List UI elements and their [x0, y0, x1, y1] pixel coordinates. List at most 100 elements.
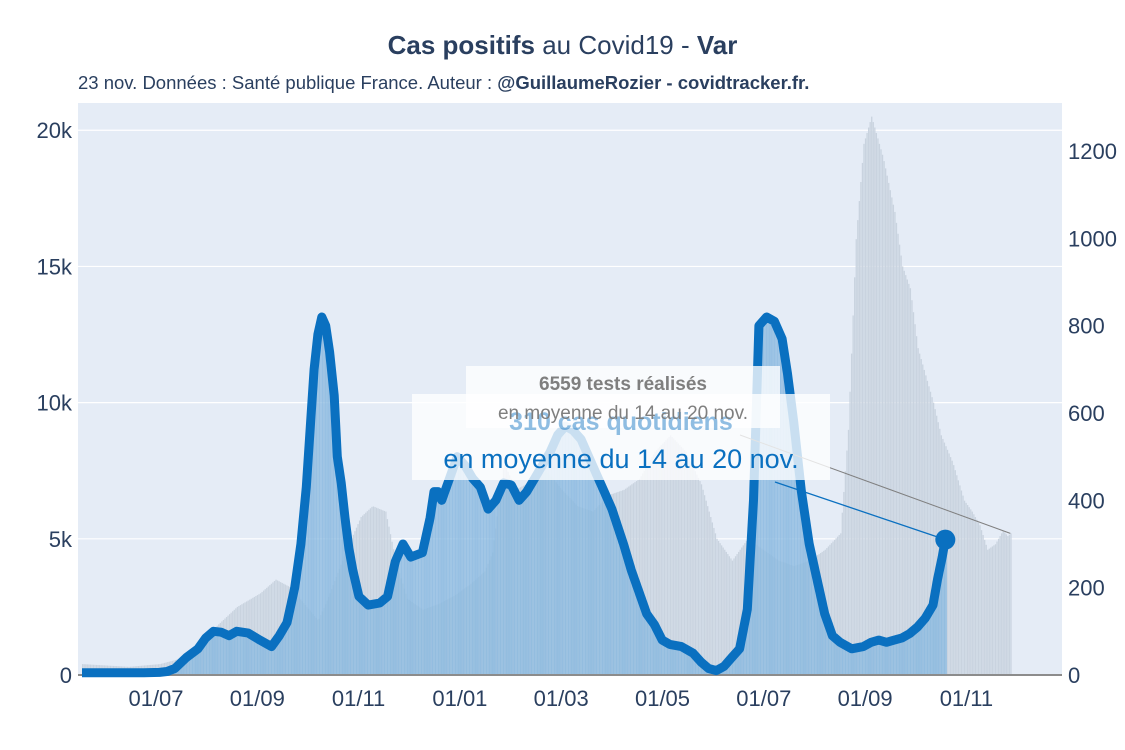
- case-bar: [453, 467, 455, 675]
- case-bar: [903, 637, 906, 675]
- case-bar: [482, 493, 485, 675]
- case-bar: [623, 544, 626, 675]
- tests-bar: [976, 519, 978, 675]
- case-bar: [880, 640, 882, 675]
- tests-bar: [657, 448, 659, 675]
- tests-bar: [736, 554, 738, 675]
- case-bar: [871, 642, 873, 675]
- case-bar: [883, 641, 885, 675]
- case-bar: [660, 637, 663, 675]
- case-bar: [900, 638, 902, 675]
- case-bar: [608, 500, 610, 675]
- case-bar: [252, 635, 254, 675]
- case-bar: [410, 555, 412, 675]
- tests-bar: [911, 300, 913, 675]
- case-bar: [323, 320, 325, 675]
- case-bar: [759, 324, 762, 675]
- case-bar: [756, 400, 759, 675]
- case-bar: [185, 658, 188, 675]
- case-bar: [680, 646, 683, 675]
- case-bar: [581, 440, 584, 675]
- case-bar: [840, 642, 842, 675]
- case-bar: [560, 432, 562, 675]
- case-bar: [857, 647, 859, 675]
- case-bar: [550, 450, 553, 675]
- tests-bar: [696, 474, 698, 675]
- case-bar: [437, 491, 440, 675]
- tests-bar: [948, 453, 950, 675]
- case-bar: [369, 604, 372, 675]
- tests-bar: [830, 543, 833, 675]
- tests-bar: [270, 583, 273, 675]
- case-bar: [867, 643, 870, 675]
- tests-bar: [895, 222, 898, 675]
- tests-bar: [365, 512, 367, 675]
- tests-bar: [905, 275, 907, 675]
- case-bar: [567, 427, 570, 675]
- case-bar: [324, 323, 327, 675]
- case-bar: [676, 645, 678, 675]
- case-bar: [891, 640, 893, 675]
- case-bar: [897, 639, 899, 675]
- case-bar: [566, 426, 568, 675]
- tests-bar: [968, 507, 970, 675]
- y-right-tick-label: 0: [1068, 663, 1080, 688]
- x-tick-label: 01/03: [534, 686, 589, 711]
- case-bar: [493, 502, 496, 675]
- tests-bar: [375, 507, 378, 675]
- tests-bar: [932, 402, 935, 675]
- tests-bar: [680, 446, 683, 675]
- tests-bar: [690, 461, 692, 675]
- y-left-tick-label: 10k: [37, 391, 73, 416]
- case-bar: [665, 641, 667, 675]
- case-bar: [481, 489, 483, 675]
- case-bar: [937, 578, 940, 675]
- case-bar: [451, 471, 454, 675]
- case-bar: [239, 631, 242, 675]
- case-bar: [915, 628, 918, 675]
- tests-bar: [734, 556, 737, 675]
- case-bar: [875, 640, 878, 675]
- tests-bar: [923, 369, 925, 675]
- case-bar: [806, 523, 808, 675]
- tests-bar: [897, 233, 899, 675]
- tests-bar: [956, 475, 958, 675]
- tests-bar: [708, 511, 710, 675]
- tests-bar: [272, 582, 274, 675]
- case-bar: [238, 631, 240, 675]
- case-bar: [778, 330, 780, 675]
- case-bar: [320, 323, 322, 675]
- case-bar: [555, 440, 557, 675]
- case-bar: [391, 578, 393, 675]
- case-bar: [345, 517, 347, 675]
- case-bar: [222, 632, 225, 675]
- tests-annotation-subtitle: en moyenne du 14 au 20 nov.: [498, 403, 748, 424]
- case-bar: [244, 632, 246, 675]
- y-right-tick-label: 1200: [1068, 139, 1117, 164]
- case-bar: [190, 654, 192, 675]
- tests-bar: [719, 543, 721, 675]
- tests-bar: [714, 533, 717, 675]
- tests-bar: [864, 138, 867, 675]
- case-bar: [770, 319, 773, 675]
- case-bar: [521, 497, 523, 675]
- cases-annotation-leader: [774, 481, 946, 541]
- case-bar: [563, 428, 565, 675]
- case-bar: [654, 624, 656, 675]
- x-tick-label: 01/01: [432, 686, 487, 711]
- case-bar: [485, 502, 488, 675]
- tests-bar: [267, 586, 269, 675]
- tests-bar: [273, 581, 276, 675]
- case-bar: [386, 597, 389, 675]
- case-bar: [312, 392, 315, 675]
- y-right-tick-label: 1000: [1068, 226, 1117, 251]
- tests-bar: [980, 530, 983, 675]
- case-bar: [844, 644, 847, 675]
- tests-bar: [382, 510, 384, 675]
- case-bar: [445, 489, 448, 675]
- case-bar: [439, 495, 441, 675]
- tests-bar: [656, 450, 658, 675]
- tests-bar: [920, 359, 922, 675]
- case-bar: [428, 524, 431, 675]
- case-bar: [902, 637, 904, 675]
